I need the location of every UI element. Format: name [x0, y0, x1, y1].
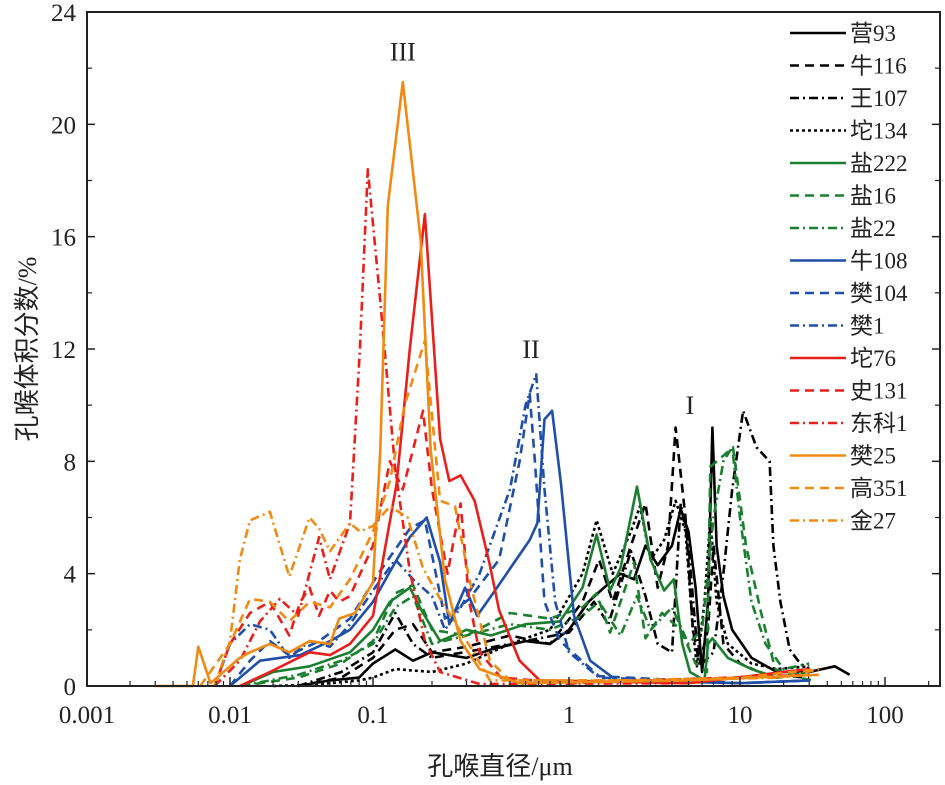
legend-label: 坨134 — [850, 119, 908, 144]
x-tick-label: 0.001 — [59, 702, 115, 729]
legend-item: 牛108 — [790, 249, 908, 274]
legend-label: 盐222 — [850, 151, 908, 176]
legend-item: 樊1 — [790, 314, 885, 339]
legend-label: 史131 — [850, 379, 908, 404]
series-line-4 — [240, 485, 810, 688]
series-line-8 — [228, 392, 810, 687]
legend-item: 坨134 — [790, 119, 908, 144]
legend-label: 盐16 — [850, 184, 896, 209]
legend-label: 营93 — [850, 21, 896, 46]
legend-item: 樊104 — [790, 281, 908, 306]
series-layer — [155, 80, 851, 688]
y-tick-label: 24 — [51, 0, 77, 27]
series-line-11 — [213, 409, 810, 687]
legend-item: 东科1 — [790, 411, 908, 436]
legend-label: 高351 — [850, 476, 908, 501]
series-line-14 — [199, 339, 820, 687]
legend-item: 金27 — [790, 509, 896, 534]
legend-label: 牛116 — [850, 54, 907, 79]
y-tick-label: 16 — [51, 225, 76, 252]
x-tick-label: 0.1 — [357, 702, 388, 729]
y-tick-label: 4 — [64, 562, 77, 589]
legend-label: 东科1 — [850, 411, 908, 436]
plot-frame — [86, 11, 941, 687]
series-line-15 — [213, 505, 820, 687]
legend-item: 盐16 — [790, 184, 896, 209]
legend-label: 金27 — [850, 509, 896, 534]
legend-item: 牛116 — [790, 54, 907, 79]
legend-item: 坨76 — [790, 346, 896, 371]
series-line-2 — [297, 409, 810, 688]
series-line-12 — [213, 168, 810, 687]
legend-label: 坨76 — [850, 346, 896, 371]
legend-label: 牛108 — [850, 249, 908, 274]
legend-item: 王107 — [790, 86, 908, 111]
peak-annotation: III — [390, 37, 416, 66]
legend-label: 樊25 — [850, 444, 896, 469]
axes: 0 4 8 12 16 20 24 0.001 0.01 0.1 1 10 100 — [51, 0, 940, 729]
y-tick-label: 12 — [51, 337, 76, 364]
y-tick-label: 0 — [64, 674, 77, 701]
series-line-0 — [297, 426, 851, 688]
legend: 营93 牛116 王107 坨134 盐222 盐16 盐22 牛108 樊104 樊1 坨76 史1… — [790, 21, 908, 534]
x-tick-label: 0.01 — [208, 702, 252, 729]
peak-annotation: II — [522, 335, 539, 364]
series-line-9 — [213, 373, 810, 687]
legend-label: 王107 — [850, 86, 908, 111]
y-axis-title: 孔喉体积分数/% — [13, 257, 42, 442]
legend-item: 樊25 — [790, 444, 896, 469]
legend-label: 樊1 — [850, 314, 885, 339]
x-tick-label: 10 — [728, 702, 753, 729]
series-line-13 — [155, 80, 819, 688]
series-line-5 — [241, 446, 814, 688]
x-axis-title: 孔喉直径/μm — [427, 752, 572, 781]
legend-item: 盐22 — [790, 216, 896, 241]
series-line-1 — [297, 426, 810, 688]
y-tick-label: 20 — [51, 112, 76, 139]
legend-item: 营93 — [790, 21, 896, 46]
legend-label: 樊104 — [850, 281, 908, 306]
series-line-10 — [239, 212, 810, 688]
peak-annotation: I — [686, 391, 695, 420]
series-line-7 — [229, 409, 810, 687]
y-tick-label: 8 — [64, 449, 77, 476]
series-line-6 — [241, 446, 810, 688]
legend-label: 盐22 — [850, 216, 896, 241]
legend-item: 史131 — [790, 379, 908, 404]
x-tick-label: 1 — [563, 702, 576, 729]
legend-item: 盐222 — [790, 151, 908, 176]
x-tick-label: 100 — [866, 702, 904, 729]
legend-item: 高351 — [790, 476, 908, 501]
